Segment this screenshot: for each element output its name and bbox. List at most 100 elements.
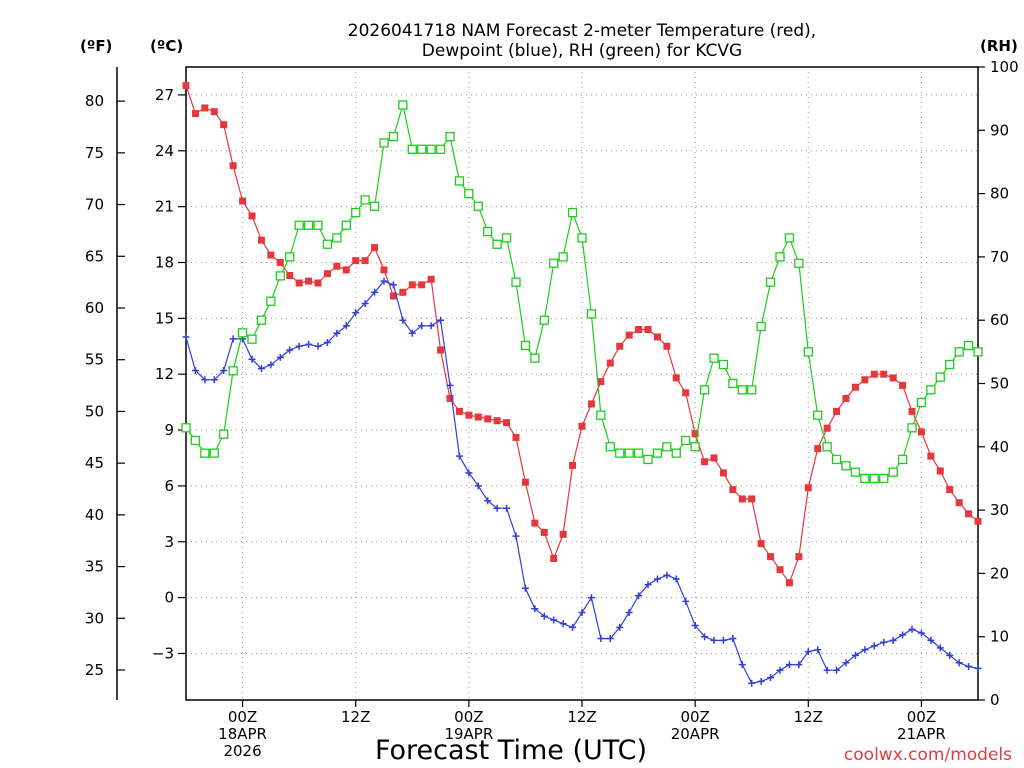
- temperature-point: [814, 445, 822, 453]
- celsius-tick-label: 3: [164, 533, 174, 551]
- dewpoint-point: [870, 642, 878, 650]
- temperature-point: [804, 484, 812, 492]
- rh-point: [369, 201, 380, 211]
- dewpoint-point: [182, 333, 190, 341]
- dewpoint-point: [399, 316, 407, 324]
- rh-tick-label: 100: [990, 58, 1019, 76]
- x-tick-label: 20APR: [671, 725, 720, 743]
- rh-point: [803, 347, 813, 357]
- rh-point: [313, 220, 323, 230]
- temperature-point: [389, 292, 397, 300]
- series-layer: [181, 82, 983, 687]
- x-tick-label: 19APR: [444, 725, 493, 743]
- rh-point: [681, 435, 691, 446]
- dewpoint-point: [295, 342, 303, 350]
- dewpoint-point: [587, 594, 595, 602]
- source-credit: coolwx.com/models: [844, 745, 1012, 765]
- dewpoint-point: [201, 376, 209, 384]
- dewpoint-point: [455, 452, 463, 460]
- temperature-point: [757, 540, 765, 548]
- dewpoint-point: [389, 281, 397, 289]
- dewpoint-point: [729, 635, 737, 643]
- temperature-point: [437, 346, 445, 354]
- temperature-point: [719, 469, 727, 477]
- series-temperature: [182, 82, 982, 587]
- dewpoint-point: [380, 277, 388, 285]
- rh-point: [266, 296, 276, 306]
- dewpoint-point: [248, 355, 256, 363]
- temperature-point: [955, 499, 963, 507]
- dewpoint-point: [606, 635, 614, 643]
- temperature-point: [776, 566, 784, 574]
- fahrenheit-axis-unit: (ºF): [80, 37, 112, 55]
- dewpoint-point: [550, 616, 558, 624]
- dewpoint-point: [682, 597, 690, 605]
- rh-point: [567, 207, 578, 218]
- rh-point: [190, 435, 201, 446]
- temperature-point: [710, 454, 718, 462]
- temperature-point: [550, 555, 558, 563]
- fahrenheit-tick-label: 75: [85, 144, 104, 162]
- temperature-point: [672, 374, 680, 382]
- temperature-point: [927, 452, 935, 460]
- rh-point: [945, 359, 955, 370]
- temperature-point: [248, 212, 256, 220]
- fahrenheit-tick-label: 55: [85, 351, 104, 369]
- dewpoint-point: [408, 329, 416, 337]
- dewpoint-point: [936, 644, 944, 652]
- chart-title: 2026041718 NAM Forecast 2-meter Temperat…: [348, 21, 816, 61]
- dewpoint-point: [503, 504, 511, 512]
- dewpoint-point: [305, 340, 313, 348]
- temperature-point: [305, 277, 313, 285]
- rh-point: [435, 144, 446, 154]
- dewpoint-point: [418, 322, 426, 330]
- temperature-point: [314, 279, 322, 287]
- x-tick-label: 12Z: [341, 708, 370, 726]
- temperature-point: [531, 519, 539, 527]
- temperature-point: [559, 530, 567, 538]
- rh-tick-label: 30: [990, 501, 1009, 519]
- rh-point: [483, 226, 493, 237]
- dewpoint-point: [437, 316, 445, 324]
- celsius-tick-label: 12: [155, 365, 174, 383]
- dewpoint-point: [814, 646, 822, 654]
- rh-point: [963, 340, 974, 351]
- rh-point: [633, 448, 644, 458]
- rh-point: [511, 277, 521, 287]
- temperature-point: [965, 510, 973, 518]
- rh-point: [926, 385, 936, 395]
- rh-point: [520, 340, 531, 351]
- rh-tick-label: 60: [990, 311, 1009, 329]
- dewpoint-point: [748, 679, 756, 687]
- rh-point: [662, 442, 672, 452]
- rh-point: [322, 239, 333, 249]
- x-tick-label: 12Z: [794, 708, 823, 726]
- dewpoint-point: [446, 381, 454, 389]
- rh-point: [228, 366, 238, 376]
- dewpoint-point: [569, 623, 577, 631]
- dewpoint-point: [738, 661, 746, 669]
- dewpoint-point: [474, 482, 482, 490]
- dewpoint-point: [314, 342, 322, 350]
- rh-point: [624, 448, 634, 458]
- rh-point: [332, 233, 342, 243]
- fahrenheit-tick-label: 80: [85, 92, 104, 110]
- temperature-point: [295, 279, 303, 287]
- temperature-point: [748, 495, 756, 503]
- rh-point: [454, 176, 465, 186]
- rh-point: [530, 353, 540, 363]
- dewpoint-point: [691, 622, 699, 630]
- x-tick-label: 00Z: [680, 708, 709, 726]
- rh-point: [784, 233, 795, 243]
- rh-point: [718, 359, 729, 370]
- temperature-point: [408, 281, 416, 289]
- rh-point: [605, 442, 615, 452]
- fahrenheit-tick-label: 65: [85, 247, 104, 265]
- dewpoint-point: [710, 636, 718, 644]
- dewpoint-point: [899, 631, 907, 639]
- dewpoint-point: [701, 633, 709, 641]
- rh-point: [916, 397, 927, 408]
- celsius-tick-label: 27: [155, 86, 174, 104]
- temperature-point: [974, 517, 982, 525]
